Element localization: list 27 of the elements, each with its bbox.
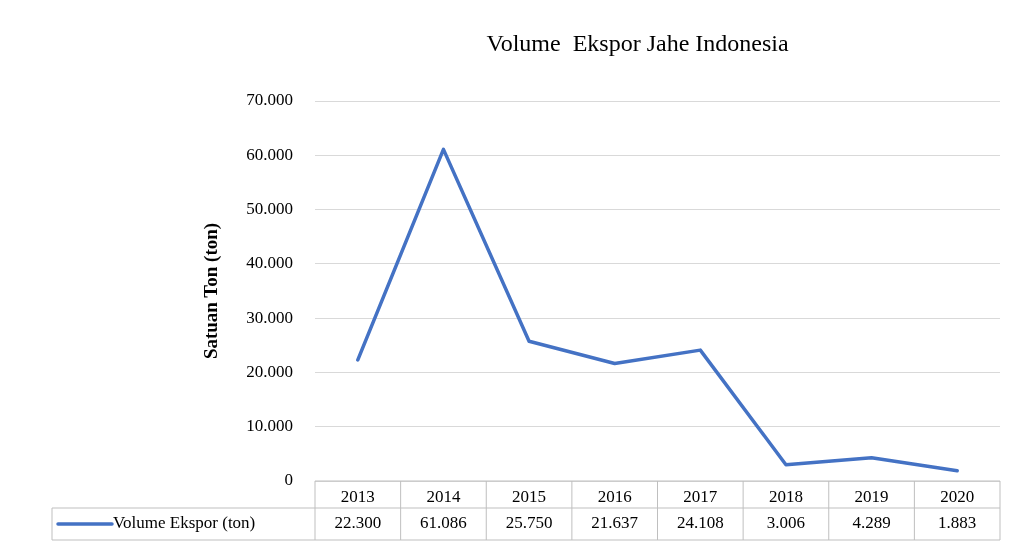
y-axis-title: Satuan Ton (ton): [199, 222, 222, 360]
x-tick-label: 2014: [426, 486, 461, 506]
x-tick-label: 2019: [854, 486, 889, 506]
legend-label: Volume Ekspor (ton): [113, 513, 256, 533]
data-label: 21.637: [591, 513, 639, 533]
data-label: 1.883: [938, 513, 977, 533]
chart-title: Volume Ekspor Jahe Indonesia: [486, 30, 789, 57]
data-label: 61.086: [420, 513, 467, 533]
x-tick-label: 2015: [512, 486, 547, 506]
data-label: 4.289: [852, 513, 891, 533]
data-label: 22.300: [334, 513, 382, 533]
data-label: 24.108: [676, 513, 724, 533]
data-label: 3.006: [766, 513, 806, 533]
x-tick-label: 2018: [768, 486, 803, 506]
x-tick-label: 2020: [940, 486, 975, 506]
y-tick-label: 70.000: [246, 90, 293, 110]
y-tick-label: 60.000: [246, 144, 293, 164]
y-tick-label: 50.000: [246, 199, 293, 219]
x-tick-label: 2016: [597, 486, 632, 506]
x-tick-label: 2013: [340, 486, 375, 506]
y-tick-label: 0: [284, 470, 293, 490]
y-tick-label: 10.000: [246, 416, 293, 436]
data-label: 25.750: [505, 513, 553, 533]
y-tick-label: 40.000: [246, 253, 293, 273]
x-tick-label: 2017: [683, 486, 718, 506]
y-tick-label: 30.000: [246, 307, 293, 327]
y-tick-label: 20.000: [246, 361, 293, 381]
